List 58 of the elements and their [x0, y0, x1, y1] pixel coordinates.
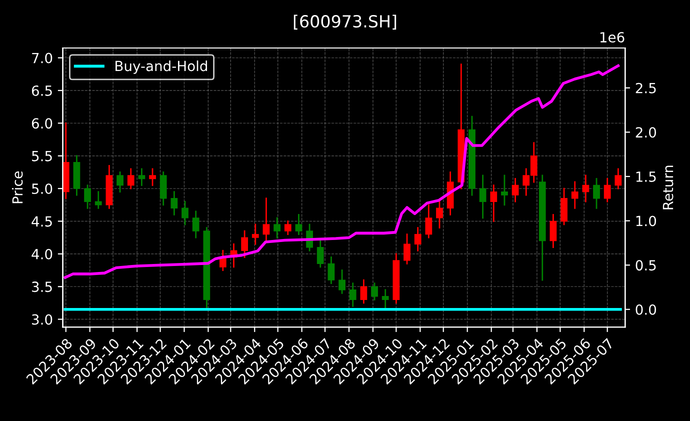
y2-tick-label: 2.5 [636, 82, 656, 94]
candlestick [328, 256, 335, 284]
y-axis-title: Price [12, 171, 23, 204]
candlestick [338, 270, 346, 294]
candlestick [116, 172, 124, 192]
y-tick-label: 6.0 [32, 118, 52, 129]
y2-tick-label: 1.0 [636, 216, 656, 226]
y-tick-label: 7.0 [32, 52, 52, 64]
candlestick [360, 279, 368, 304]
candlestick [582, 174, 590, 202]
y2-tick-label: 0.0 [636, 304, 656, 315]
candlestick [262, 198, 270, 242]
candlestick [138, 168, 146, 186]
chart-title: [600973.SH] [294, 14, 396, 30]
candlestick [404, 234, 410, 264]
candlestick [571, 181, 578, 209]
candlestick [160, 172, 167, 206]
y-tick-label: 4.0 [32, 248, 52, 260]
y2-tick-label: 2.0 [636, 127, 656, 138]
candlestick [436, 200, 443, 228]
text: 1e6 [600, 32, 624, 43]
candlestick [295, 214, 302, 235]
candlestick [425, 204, 432, 238]
candlestick [94, 191, 102, 209]
candlestick [614, 168, 622, 190]
y-tick-label: 6.5 [32, 85, 52, 96]
candlestick [274, 217, 280, 238]
candlestick [371, 282, 378, 300]
candlestick [170, 191, 178, 216]
y2-tick-label: 1.5 [636, 172, 656, 182]
candlestick [414, 227, 422, 252]
candlestick [149, 168, 156, 186]
y-tick-label: 5.0 [32, 184, 52, 194]
candlestick [127, 168, 134, 190]
candlestick [252, 224, 259, 245]
candlestick [182, 200, 188, 226]
y-tick-label: 3.0 [32, 314, 52, 325]
candlestick [84, 184, 91, 209]
candlestick [316, 240, 324, 268]
candlestick [593, 178, 600, 209]
candlestick [382, 289, 389, 310]
y-tick-label: 4.5 [32, 216, 52, 227]
y-tick-label: 3.5 [32, 282, 52, 292]
candlestick [349, 282, 356, 307]
y2-tick-label: 0.5 [636, 260, 656, 271]
legend-label: Buy-and-Hold [116, 60, 207, 74]
candlestick [479, 174, 486, 219]
y2-axis-title: Return [662, 166, 674, 210]
candlestick [604, 178, 611, 202]
candlestick [560, 188, 568, 226]
candlestick [512, 178, 519, 202]
candlestick [490, 184, 498, 222]
candlestick [192, 210, 200, 238]
candlestick [284, 220, 292, 235]
y-tick-label: 5.5 [32, 151, 52, 162]
candlestick [550, 214, 557, 248]
candlestick [501, 174, 508, 206]
candlestick [241, 230, 248, 258]
